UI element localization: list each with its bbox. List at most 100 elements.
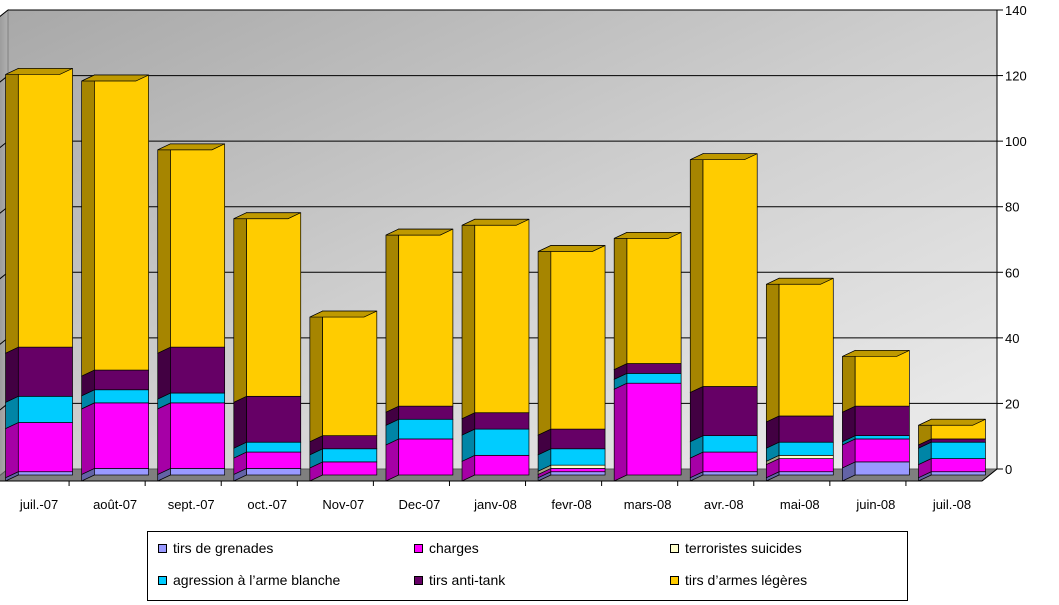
bar-segment [854, 405, 910, 437]
bar-segment [930, 471, 986, 476]
bar-side-segment [233, 212, 247, 403]
bar-segment [778, 415, 834, 443]
legend-label: tirs de grenades [173, 540, 274, 556]
legend-label: tirs d’armes légères [685, 572, 808, 588]
bar-segment [702, 153, 758, 387]
bar-segment [854, 461, 910, 476]
bar-segment [550, 448, 606, 466]
legend-swatch [670, 543, 679, 553]
bar-segment [702, 451, 758, 473]
legend-item: tirs anti-tank [414, 572, 505, 588]
bar-side-segment [157, 402, 171, 475]
bar-side-segment [81, 402, 95, 475]
bar-segment [474, 428, 530, 456]
bar-top [842, 350, 910, 357]
bar-side-segment [461, 218, 476, 420]
bar-segment [246, 395, 302, 443]
bar-segment [550, 468, 606, 473]
bar-stack [765, 277, 834, 482]
bar-segment [398, 228, 454, 407]
x-tick-label: juil.-08 [932, 497, 971, 512]
bar-top [614, 232, 682, 239]
bar-segment [94, 468, 149, 476]
bar-segment [398, 418, 454, 440]
bar-side-segment [5, 346, 19, 403]
bar-top [385, 228, 454, 236]
x-tick-label: mars-08 [624, 497, 672, 512]
bar-segment [778, 277, 834, 417]
bar-segment [626, 232, 682, 364]
legend-item: terroristes suicides [670, 540, 802, 556]
legend-label: tirs anti-tank [429, 572, 506, 588]
bar-segment [246, 441, 302, 453]
bar-stack [81, 74, 149, 482]
legend-swatch [670, 575, 679, 585]
bar-segment [17, 346, 73, 397]
legend-swatch [414, 543, 423, 553]
bar-segment [398, 438, 454, 476]
bar-stack [918, 418, 986, 482]
x-tick-label: août-07 [93, 497, 137, 512]
bar-segment [322, 448, 378, 463]
bar-segment [550, 428, 606, 450]
bar-segment [930, 438, 986, 443]
x-tick-label: juin-08 [855, 497, 895, 512]
bar-segment [626, 382, 682, 476]
bar-segment [246, 451, 302, 469]
bar-segment [17, 471, 73, 476]
bar-segment [702, 471, 758, 476]
bar-top [157, 143, 225, 151]
bar-segment [930, 441, 986, 459]
bar-stack [157, 143, 226, 482]
bar-segment [474, 454, 530, 476]
bar-segment [17, 422, 73, 473]
x-tick-label: juil.-07 [19, 497, 58, 512]
bar-top [309, 310, 377, 318]
bar-top [918, 418, 986, 426]
bar-stack [5, 67, 73, 482]
bar-top [461, 218, 530, 226]
bar-side-segment [5, 421, 19, 479]
bar-segment [322, 310, 378, 437]
bar-segment [702, 386, 758, 437]
legend-swatch [414, 575, 423, 585]
y-tick-label: 80 [1005, 200, 1019, 215]
legend-swatch [158, 575, 167, 585]
bar-side-segment [81, 74, 95, 377]
legend-item: agression à l’arme blanche [158, 572, 340, 588]
bar-top [690, 153, 758, 161]
legend-item: charges [414, 540, 479, 556]
bar-top [81, 74, 149, 82]
bar-segment [94, 389, 149, 404]
bar-segment [778, 471, 834, 476]
bar-side-segment [689, 153, 704, 394]
bar-stacks [5, 67, 986, 482]
bar-side-segment [613, 382, 628, 482]
chart-legend: tirs de grenades charges terroristes suici… [147, 531, 908, 601]
bar-stack [461, 218, 530, 482]
legend-swatch [158, 543, 167, 553]
bar-side-segment [385, 438, 400, 482]
y-tick-label: 40 [1005, 331, 1019, 346]
bar-stack [385, 228, 454, 482]
bar-side-segment [309, 310, 323, 443]
x-tick-label: janv-08 [473, 497, 517, 512]
x-axis-labels: juil.-07 août-07 sept.-07 oct.-07 Nov-07 Dec-… [19, 481, 971, 512]
bar-side-segment [5, 67, 19, 354]
bar-segment [170, 346, 226, 394]
legend-item: tirs de grenades [158, 540, 273, 556]
legend-item: tirs d’armes légères [670, 572, 807, 588]
x-tick-label: oct.-07 [247, 497, 287, 512]
bar-side-segment [233, 395, 247, 449]
legend-label: terroristes suicides [685, 540, 802, 556]
x-tick-label: fevr-08 [551, 497, 591, 512]
x-tick-label: avr.-08 [704, 497, 744, 512]
bar-top [5, 68, 73, 75]
bar-segment [626, 373, 682, 384]
bar-side-segment [157, 143, 171, 354]
bar-stack [233, 212, 302, 482]
bar-segment [398, 405, 454, 420]
bar-segment [246, 468, 302, 476]
bar-stack [613, 231, 682, 482]
